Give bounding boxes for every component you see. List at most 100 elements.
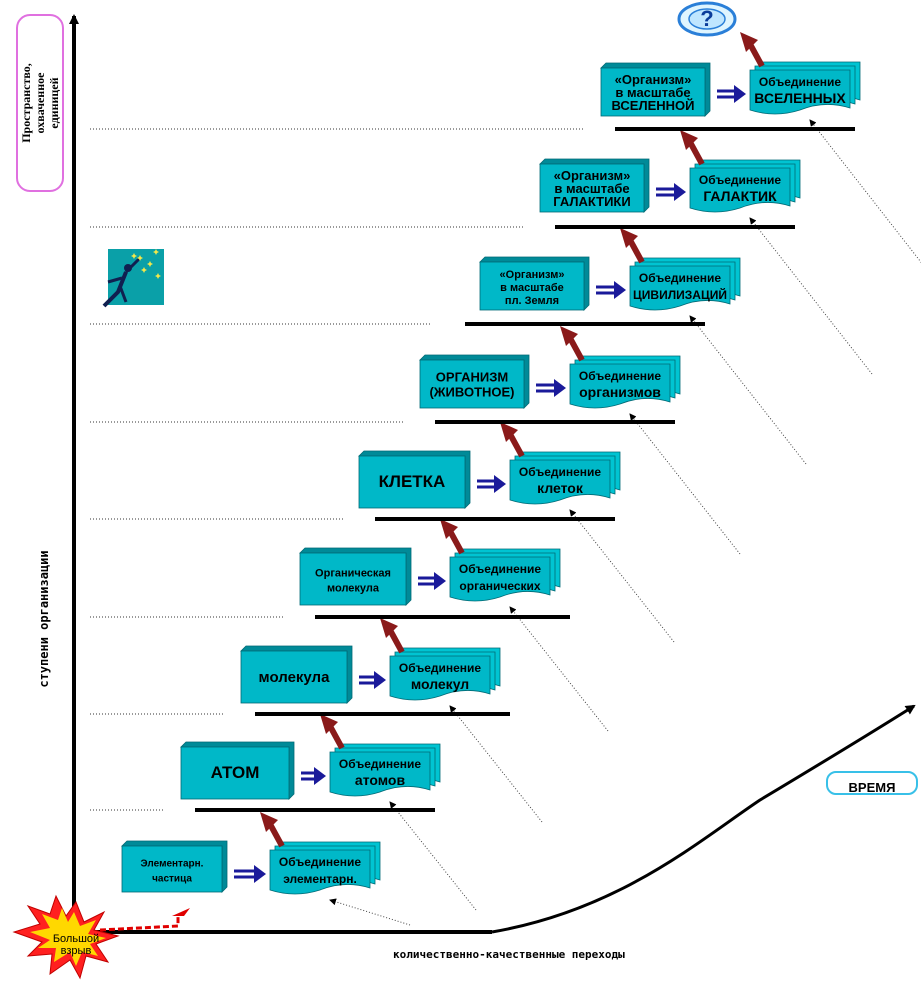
- level-group: Органическая молекула Объединение органичес…: [299, 519, 570, 619]
- start-arrow-head: [172, 908, 190, 916]
- x-axis-label: количественно-качественные переходы: [393, 948, 625, 961]
- left-box: [299, 552, 407, 606]
- right-box-text: организмов: [579, 384, 661, 400]
- left-box-text: частица: [152, 874, 192, 885]
- level-up-arrow-head: [440, 519, 458, 539]
- right-box-text: Объединение: [339, 757, 422, 771]
- right-box-text: Объединение: [699, 173, 782, 187]
- level-group: Элементарн. частица Объединение элементарн.: [121, 812, 381, 895]
- left-box: [419, 359, 525, 409]
- left-box-text: Элементарн.: [141, 859, 204, 870]
- right-box: [689, 167, 791, 213]
- transition-arrow-head: [734, 85, 746, 103]
- transition-line: [689, 315, 807, 465]
- star-reacher-icon: [108, 249, 164, 305]
- transition-arrow-head: [314, 767, 326, 785]
- level-dotted-lines: [90, 128, 585, 811]
- y-axis-top-label-text: Пространство, охваченное единицей: [19, 63, 61, 143]
- right-box: [449, 556, 551, 602]
- left-box-text: пл. Земля: [505, 295, 559, 307]
- level-up-arrow-head: [260, 812, 278, 832]
- bang-label: Большой взрыв: [52, 933, 100, 957]
- left-box: [121, 845, 223, 893]
- right-box-text: Объединение: [579, 369, 662, 383]
- level-up-arrow: [627, 238, 645, 264]
- right-box: [269, 849, 371, 895]
- left-box-text: ОРГАНИЗМ: [436, 370, 508, 385]
- transition-line: [569, 509, 675, 643]
- level-up-arrow-head: [740, 32, 758, 52]
- right-box: [749, 69, 851, 115]
- star-icon: [155, 273, 161, 279]
- level-up-arrow-head: [320, 714, 338, 734]
- level-up-arrow-head: [560, 326, 578, 346]
- left-box: [479, 261, 585, 311]
- left-box-text: молекула: [259, 669, 331, 686]
- transition-line: [629, 413, 741, 555]
- left-box-text: в масштабе: [554, 181, 629, 196]
- left-box-text: Органическая: [315, 568, 391, 580]
- star-icon: [153, 249, 159, 255]
- star-icon: [147, 261, 153, 267]
- right-box-text: ГАЛАКТИК: [703, 188, 777, 204]
- levels-layer: Элементарн. частица Объединение элементарн.…: [121, 32, 861, 895]
- right-box-text: атомов: [355, 772, 406, 788]
- transition-arrow-head: [254, 865, 266, 883]
- right-box-text: Объединение: [459, 562, 542, 576]
- transition-arrow-head: [554, 379, 566, 397]
- left-box-text: «Организм»: [615, 72, 692, 87]
- left-box: [240, 650, 348, 704]
- stars-group: [131, 249, 161, 279]
- transition-arrow-head: [434, 572, 446, 590]
- level-up-arrow-head: [620, 228, 638, 248]
- left-box-text: (ЖИВОТНОЕ): [429, 385, 514, 400]
- left-box-text: ВСЕЛЕННОЙ: [612, 98, 695, 113]
- right-box-text: ЦИВИЛИЗАЦИЙ: [633, 287, 727, 302]
- right-box-text: Объединение: [639, 271, 722, 285]
- transition-arrow-head: [614, 281, 626, 299]
- left-box-text: в масштабе: [500, 282, 564, 294]
- time-transition-lines: [329, 119, 921, 926]
- left-box-text: КЛЕТКА: [379, 472, 446, 491]
- right-box-text: ВСЕЛЕННЫХ: [754, 90, 846, 106]
- transition-line: [809, 119, 921, 264]
- left-box: [539, 163, 645, 213]
- right-box: [569, 363, 671, 409]
- left-box-text: «Организм»: [500, 269, 565, 281]
- level-up-arrow: [567, 336, 585, 362]
- star-icon: [137, 255, 143, 261]
- transition-arrow-head: [374, 671, 386, 689]
- right-box-text: молекул: [411, 676, 469, 692]
- left-box: [358, 455, 466, 509]
- right-box-text: элементарн.: [283, 872, 357, 886]
- time-label: ВРЕМЯ: [826, 771, 918, 795]
- transition-arrow-head: [494, 475, 506, 493]
- y-axis-label-text: ступени организации: [37, 550, 51, 688]
- level-up-arrow: [267, 822, 285, 848]
- level-up-arrow: [387, 628, 405, 654]
- left-box: [180, 746, 290, 800]
- right-box-text: клеток: [537, 480, 584, 496]
- left-box-text: ГАЛАКТИКИ: [553, 194, 630, 209]
- level-up-arrow: [447, 529, 465, 555]
- transition-line: [389, 801, 477, 911]
- right-box-text: Объединение: [759, 75, 842, 89]
- level-up-arrow-head: [500, 422, 518, 442]
- transition-line: [329, 898, 411, 926]
- right-box-text: Объединение: [519, 465, 602, 479]
- star-reacher-figure: [102, 256, 142, 308]
- y-axis-top-label: Пространство, охваченное единицей: [16, 14, 64, 192]
- level-up-arrow-head: [680, 130, 698, 150]
- transition-arrow-head: [674, 183, 686, 201]
- start-arrow: [99, 914, 180, 932]
- level-up-arrow: [327, 724, 345, 750]
- right-box: [329, 751, 431, 797]
- right-box-text: Объединение: [399, 661, 482, 675]
- transition-line: [509, 606, 609, 732]
- y-axis-label: ступени организации: [37, 549, 51, 689]
